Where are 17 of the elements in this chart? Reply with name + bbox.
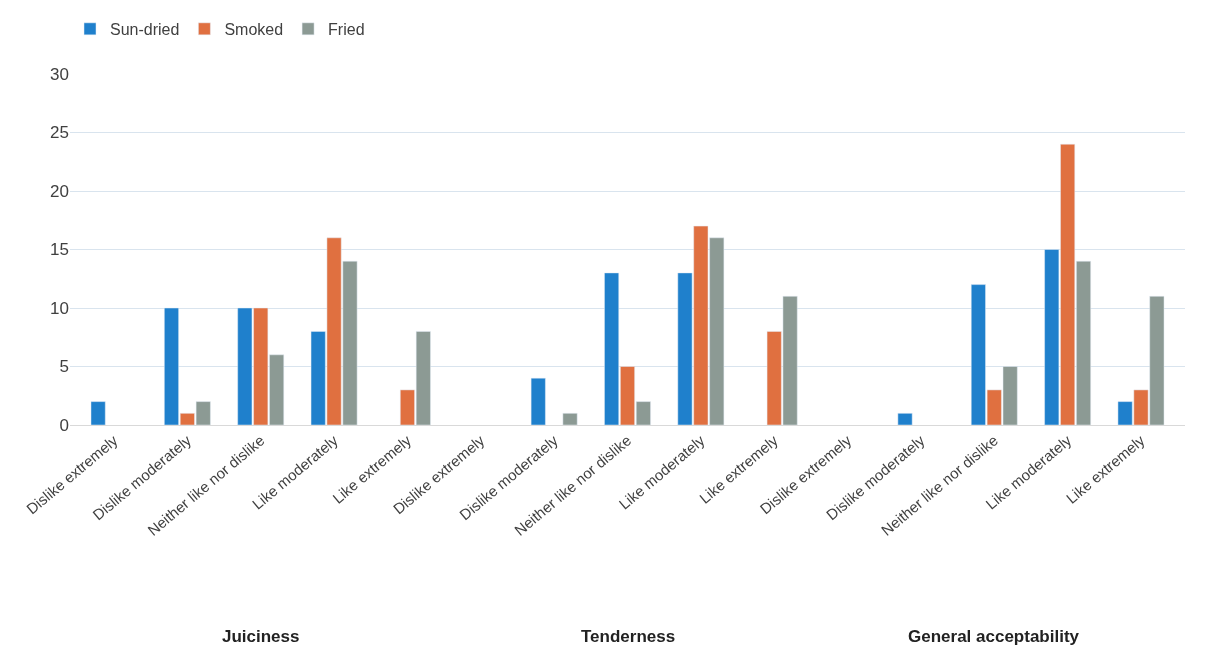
y-tick-label: 0 (59, 415, 69, 435)
y-tick-label: 10 (50, 298, 69, 318)
text: Tenderness (581, 627, 676, 646)
bar (562, 413, 578, 425)
y-tick-label: 5 (59, 357, 69, 377)
y-tick-label: 25 (50, 123, 69, 143)
legend-label: Sun-dried (110, 21, 180, 39)
bar (90, 401, 106, 425)
y-tick-label: 15 (50, 240, 69, 260)
y-tick-label: 30 (50, 64, 69, 84)
text: General acceptability (908, 627, 1080, 646)
text: Juiciness (222, 627, 300, 646)
legend-label: Fried (328, 21, 365, 39)
y-tick-label: 20 (50, 181, 69, 201)
bar (897, 413, 913, 425)
bar (530, 377, 546, 425)
legend-label: Smoked (224, 21, 284, 39)
